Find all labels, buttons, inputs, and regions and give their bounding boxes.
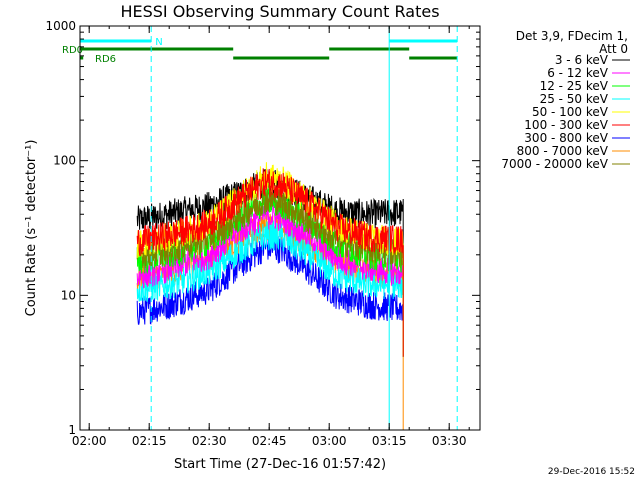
y-axis: 1 10 100 1000 (45, 19, 480, 437)
series-line-5 (136, 168, 404, 357)
legend-label-8: 7000 - 20000 keV (501, 157, 608, 171)
legend-label-1: 6 - 12 keV (547, 66, 609, 80)
timestamp: 29-Dec-2016 15:52 (548, 467, 635, 477)
legend-label-0: 3 - 6 keV (555, 53, 609, 67)
x-tick-label: 02:30 (192, 434, 227, 448)
legend-label-4: 50 - 100 keV (532, 105, 609, 119)
legend-label-7: 800 - 7000 keV (517, 144, 609, 158)
plot-frame (79, 25, 481, 431)
x-axis: 02:00 02:15 02:30 02:45 03:00 03:15 03:30 (72, 26, 470, 448)
saa-label: RD6 (95, 54, 116, 65)
legend-header-line-2: Att 0 (599, 42, 628, 56)
chart-title: HESSI Observing Summary Count Rates (120, 2, 439, 21)
series-line-6 (136, 234, 404, 357)
legend-header-line-1: Det 3,9, FDecim 1, (516, 29, 628, 43)
x-tick-label: 03:00 (312, 434, 347, 448)
x-axis-label: Start Time (27-Dec-16 01:57:42) (174, 457, 386, 472)
legend-label-5: 100 - 300 keV (524, 118, 608, 132)
x-tick-label: 03:15 (372, 434, 407, 448)
y-axis-label: Count Rate (s⁻¹ detector⁻¹) (24, 140, 39, 317)
x-tick-label: 03:30 (432, 434, 467, 448)
x-tick-label: 02:15 (132, 434, 167, 448)
night-label: N (155, 37, 162, 48)
legend-label-3: 25 - 50 keV (540, 92, 609, 106)
y-tick-label: 10 (61, 288, 76, 302)
legend-label-2: 12 - 25 keV (540, 79, 609, 93)
rd-label: RD0 (62, 45, 83, 56)
x-tick-label: 02:45 (252, 434, 287, 448)
y-tick-label: 100 (53, 154, 76, 168)
legend-label-6: 300 - 800 keV (524, 131, 608, 145)
plot-area: N RD0 RD6 (62, 25, 481, 431)
y-tick-label: 1 (68, 423, 76, 437)
x-tick-label: 02:00 (72, 434, 107, 448)
y-tick-label: 1000 (45, 19, 76, 33)
